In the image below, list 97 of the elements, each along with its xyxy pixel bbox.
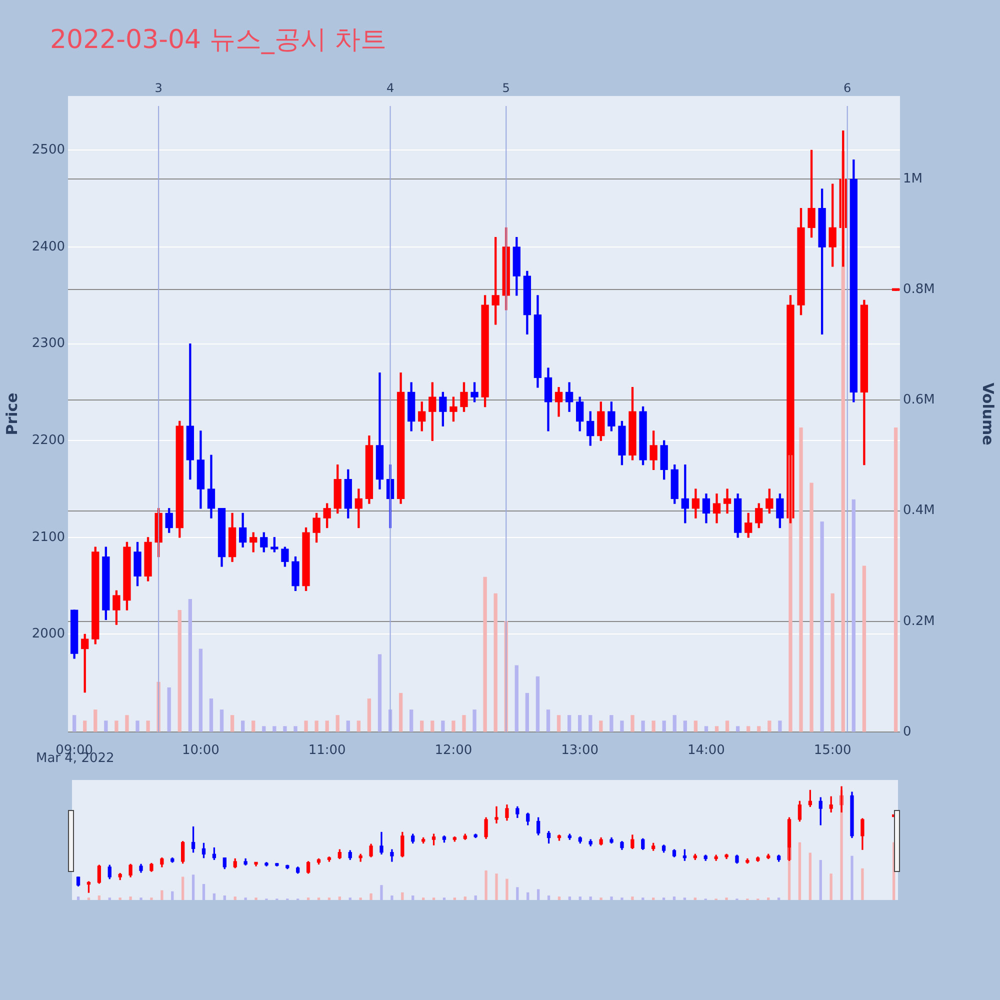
bar — [694, 720, 698, 732]
bar — [441, 720, 445, 732]
y2-tick-label: 0.8M — [903, 282, 935, 297]
ref-line-label: 5 — [502, 81, 510, 96]
x-tick-label: 10:00 — [182, 743, 220, 758]
bar — [588, 715, 592, 732]
bar — [356, 720, 361, 732]
bar — [494, 593, 498, 732]
y2-axis-title: Volume — [979, 382, 998, 446]
y2-tick-label: 0.4M — [903, 503, 935, 518]
bar — [188, 598, 192, 732]
bar — [410, 710, 414, 732]
bar — [683, 720, 687, 732]
bar — [262, 726, 266, 732]
bar — [252, 720, 256, 732]
bar — [610, 715, 614, 732]
bar — [125, 715, 129, 732]
y-tick-label: 2500 — [32, 142, 65, 158]
bar — [567, 715, 572, 732]
bar — [240, 720, 245, 732]
bar — [336, 715, 340, 732]
bar — [304, 720, 308, 732]
y2-tick-label: 0.6M — [903, 392, 935, 408]
bar — [272, 726, 276, 732]
bar — [525, 692, 530, 732]
bar — [546, 710, 550, 732]
bar — [167, 687, 171, 732]
bar — [725, 720, 730, 732]
bar — [630, 715, 634, 732]
bar — [894, 427, 898, 732]
bar — [146, 720, 150, 732]
bar — [810, 482, 814, 732]
bar — [556, 715, 561, 732]
bar — [514, 665, 518, 732]
bar — [420, 720, 424, 732]
chart-title: 2022-03-04 뉴스_공시 차트 — [50, 24, 387, 57]
bar — [768, 720, 772, 732]
bar — [662, 720, 666, 732]
bar — [799, 427, 803, 732]
bar — [294, 726, 298, 732]
bar — [620, 720, 624, 732]
bar — [367, 698, 372, 732]
bar — [230, 715, 234, 732]
bar — [114, 720, 118, 732]
bar — [209, 698, 214, 732]
bar — [578, 715, 582, 732]
bar — [452, 720, 456, 732]
bar — [736, 726, 740, 732]
bar — [346, 720, 350, 732]
bar — [220, 710, 224, 732]
bar — [830, 593, 834, 732]
bar — [536, 676, 540, 732]
bar — [462, 715, 466, 732]
bar — [72, 715, 76, 732]
x-tick-label: 15:00 — [814, 743, 852, 758]
bar — [652, 720, 656, 732]
x-tick-label: 11:00 — [308, 743, 346, 758]
bar — [398, 692, 403, 732]
bar — [704, 726, 708, 732]
bar — [430, 720, 434, 732]
bar — [178, 610, 182, 732]
y-tick-label: 2300 — [32, 336, 65, 352]
y-tick-label: 2200 — [32, 432, 65, 448]
bar — [820, 522, 824, 732]
y-tick-label: 2000 — [32, 626, 65, 642]
bar — [852, 499, 856, 732]
bar — [641, 720, 645, 732]
y2-tick-label: 0 — [903, 724, 912, 740]
bar — [314, 720, 318, 732]
bar — [104, 720, 108, 732]
bar — [714, 726, 719, 732]
y-tick-label: 2100 — [32, 530, 65, 545]
bar — [778, 720, 782, 732]
bar — [198, 648, 203, 732]
bar — [94, 710, 98, 732]
y2-tick-label: 1M — [903, 171, 922, 186]
bar — [746, 726, 750, 732]
x-tick-label: 12:00 — [434, 743, 472, 758]
y-tick-label: 2400 — [32, 239, 65, 254]
bar — [136, 720, 140, 732]
x-tick-label: 13:00 — [561, 743, 599, 758]
bar — [862, 566, 866, 732]
bar — [283, 726, 287, 732]
x-tick-label: 14:00 — [687, 743, 725, 758]
ref-line-label: 4 — [386, 81, 394, 96]
bar — [472, 710, 476, 732]
bar — [325, 720, 329, 732]
bar — [483, 576, 487, 732]
bar — [599, 720, 603, 732]
ref-line-label: 6 — [844, 81, 852, 96]
ref-line-label: 3 — [154, 81, 162, 96]
y2-tick-label: 0.2M — [903, 614, 935, 629]
bar — [83, 720, 87, 732]
bar — [672, 715, 676, 732]
bar — [378, 654, 382, 732]
bar — [757, 726, 761, 732]
y-axis-title: Price — [2, 392, 21, 436]
